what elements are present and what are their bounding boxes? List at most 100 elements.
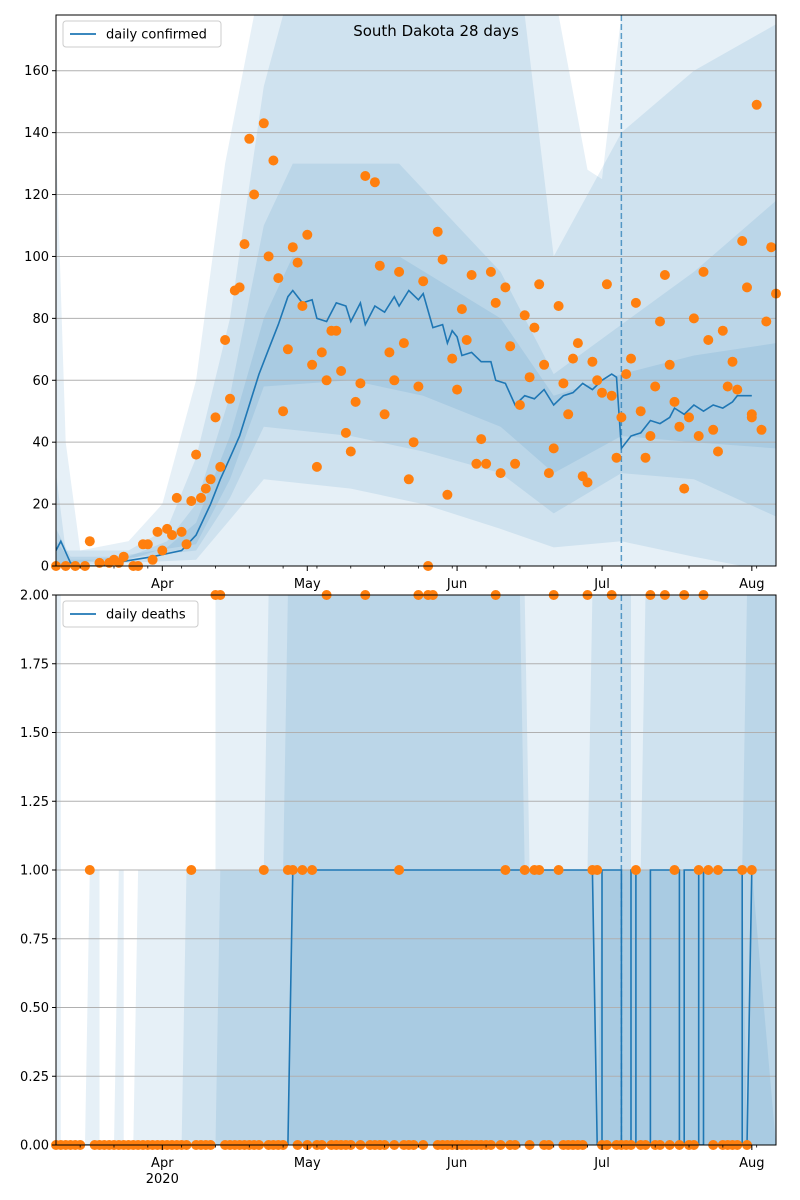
data-point <box>157 545 168 556</box>
data-point <box>413 381 424 392</box>
data-point <box>568 353 578 364</box>
data-point <box>374 260 385 271</box>
data-point <box>152 526 163 537</box>
data-point <box>713 446 723 457</box>
data-point <box>394 266 405 277</box>
data-point <box>495 468 506 479</box>
data-point <box>384 347 395 358</box>
plot-area <box>56 595 776 1145</box>
y-tick-label: 20 <box>32 498 49 513</box>
y-tick-label: 0 <box>41 560 49 575</box>
data-point <box>403 474 414 485</box>
data-point <box>766 242 777 253</box>
y-tick-label: 0.50 <box>20 1001 49 1016</box>
y-tick-label: 1.00 <box>20 864 49 879</box>
data-point <box>398 338 409 349</box>
data-point <box>360 171 371 181</box>
series-line <box>56 289 752 566</box>
data-point <box>746 412 757 423</box>
data-point <box>505 341 516 352</box>
data-point <box>167 530 177 540</box>
x-tick-label: Apr <box>151 577 174 592</box>
data-point <box>534 279 545 290</box>
data-point <box>292 257 303 268</box>
data-point <box>278 406 289 417</box>
data-point <box>582 477 593 488</box>
x-tick-label: Jun <box>446 577 467 592</box>
data-point <box>447 353 458 364</box>
data-point <box>307 865 318 875</box>
x-tick-label: May <box>294 577 321 592</box>
data-point <box>669 396 680 407</box>
data-point <box>669 865 680 875</box>
data-point <box>350 396 361 407</box>
data-point <box>287 865 298 875</box>
y-tick-label: 0.25 <box>20 1070 49 1085</box>
data-point <box>630 865 641 875</box>
data-point <box>258 865 269 875</box>
data-point <box>263 251 274 262</box>
data-point <box>630 297 641 308</box>
data-point <box>746 865 757 875</box>
legend-box <box>62 600 199 628</box>
data-point <box>737 236 748 246</box>
data-point <box>379 409 390 420</box>
data-point <box>452 384 463 395</box>
data-point <box>621 369 632 380</box>
data-point <box>471 458 482 469</box>
data-point <box>742 282 752 293</box>
axes-frame <box>55 14 777 567</box>
legend: daily deaths <box>62 600 199 628</box>
data-point <box>147 554 158 565</box>
data-point <box>249 189 260 200</box>
x-tick-label: Apr <box>151 1156 174 1171</box>
deaths-panel: 0.00 0.25 0.50 0.75 1.00 1.25 1.50 1.75 2.00 Apr2… <box>20 589 777 1187</box>
plot-area <box>56 15 776 566</box>
y-tick-label: 1.25 <box>20 795 49 810</box>
data-point <box>708 424 719 435</box>
data-point <box>611 452 622 463</box>
confidence-band-2 <box>56 163 776 566</box>
data-point <box>693 431 704 441</box>
data-point <box>539 359 550 370</box>
data-point <box>761 316 772 327</box>
y-tick-label: 140 <box>24 126 49 141</box>
data-point <box>703 335 714 345</box>
x-year-label: 2020 <box>146 1172 179 1187</box>
data-point <box>553 301 564 311</box>
data-point <box>316 347 327 358</box>
data-point <box>597 387 607 398</box>
data-point <box>679 483 690 494</box>
y-tick-label: 120 <box>24 188 49 203</box>
data-point <box>510 458 521 469</box>
data-point <box>345 446 356 457</box>
data-point <box>191 449 202 460</box>
y-tick-label: 0.75 <box>20 932 49 947</box>
y-tick-label: 1.75 <box>20 657 49 672</box>
data-point <box>703 865 714 875</box>
data-point <box>389 375 400 386</box>
data-point <box>717 325 728 336</box>
data-point <box>258 118 269 129</box>
data-point <box>239 239 250 250</box>
data-point <box>548 443 559 454</box>
data-point <box>200 483 211 494</box>
y-tick-label: 160 <box>24 64 49 79</box>
y-tick-label: 80 <box>32 312 49 327</box>
data-point <box>664 359 675 370</box>
data-point <box>626 353 636 364</box>
data-point <box>287 242 298 253</box>
data-point <box>176 526 187 537</box>
data-point <box>659 270 670 280</box>
data-point <box>640 452 651 463</box>
data-point <box>432 226 443 237</box>
data-point <box>437 254 448 265</box>
y-tick-label: 2.00 <box>20 589 49 604</box>
confidence-band-0 <box>56 15 776 566</box>
data-point <box>751 99 762 110</box>
data-point <box>727 356 738 367</box>
data-point <box>635 406 646 417</box>
data-point <box>311 461 322 472</box>
data-point <box>688 313 699 324</box>
data-point <box>331 325 342 336</box>
